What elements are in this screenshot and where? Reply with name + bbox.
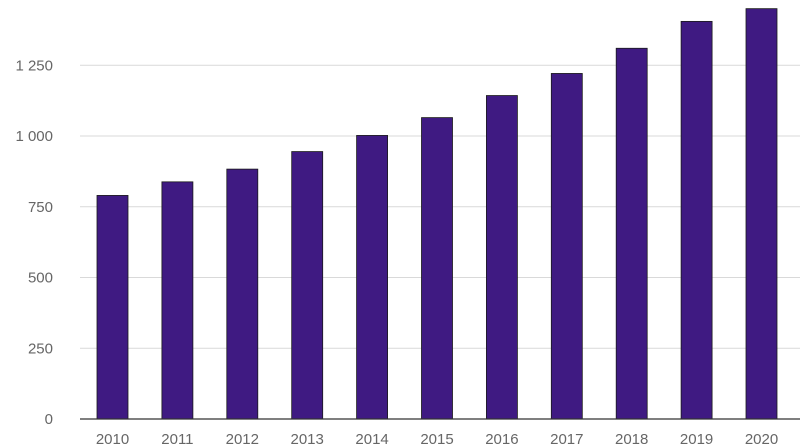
x-tick-label: 2018 bbox=[615, 431, 648, 445]
x-tick-label: 2015 bbox=[420, 431, 453, 445]
bar-2014 bbox=[356, 135, 389, 420]
bar-2010 bbox=[96, 195, 129, 420]
x-tick-label: 2010 bbox=[96, 431, 129, 445]
bars bbox=[96, 8, 778, 420]
bar-2017 bbox=[550, 73, 583, 420]
bar-2018 bbox=[615, 47, 648, 420]
bar-2011 bbox=[161, 181, 194, 420]
y-tick-label: 0 bbox=[45, 411, 53, 428]
y-tick-label: 1 500 bbox=[15, 0, 53, 4]
bar-2016 bbox=[485, 95, 518, 420]
bar-2020 bbox=[745, 8, 778, 420]
y-tick-label: 1 000 bbox=[15, 128, 53, 145]
y-tick-label: 250 bbox=[28, 340, 53, 357]
x-tick-label: 2011 bbox=[161, 431, 193, 445]
y-tick-label: 1 250 bbox=[15, 57, 53, 74]
x-tick-label: 2012 bbox=[226, 431, 259, 445]
x-axis-tick-labels: 2010 2011 2012 2013 2014 2015 2016 2017 2018 2019… bbox=[96, 431, 778, 445]
bar-2019 bbox=[680, 20, 713, 420]
bar-2015 bbox=[421, 117, 453, 420]
bar-2013 bbox=[291, 151, 324, 420]
bar-2012 bbox=[226, 168, 259, 420]
x-tick-label: 2020 bbox=[745, 431, 778, 445]
x-tick-label: 2019 bbox=[680, 431, 713, 445]
x-tick-label: 2016 bbox=[485, 431, 518, 445]
x-tick-label: 2014 bbox=[355, 431, 388, 445]
y-tick-label: 500 bbox=[28, 270, 53, 287]
y-axis-tick-labels: 0 250 500 750 1 000 1 250 1 500 bbox=[15, 0, 53, 428]
x-tick-label: 2013 bbox=[291, 431, 324, 445]
x-tick-label: 2017 bbox=[550, 431, 583, 445]
y-tick-label: 750 bbox=[28, 199, 53, 216]
